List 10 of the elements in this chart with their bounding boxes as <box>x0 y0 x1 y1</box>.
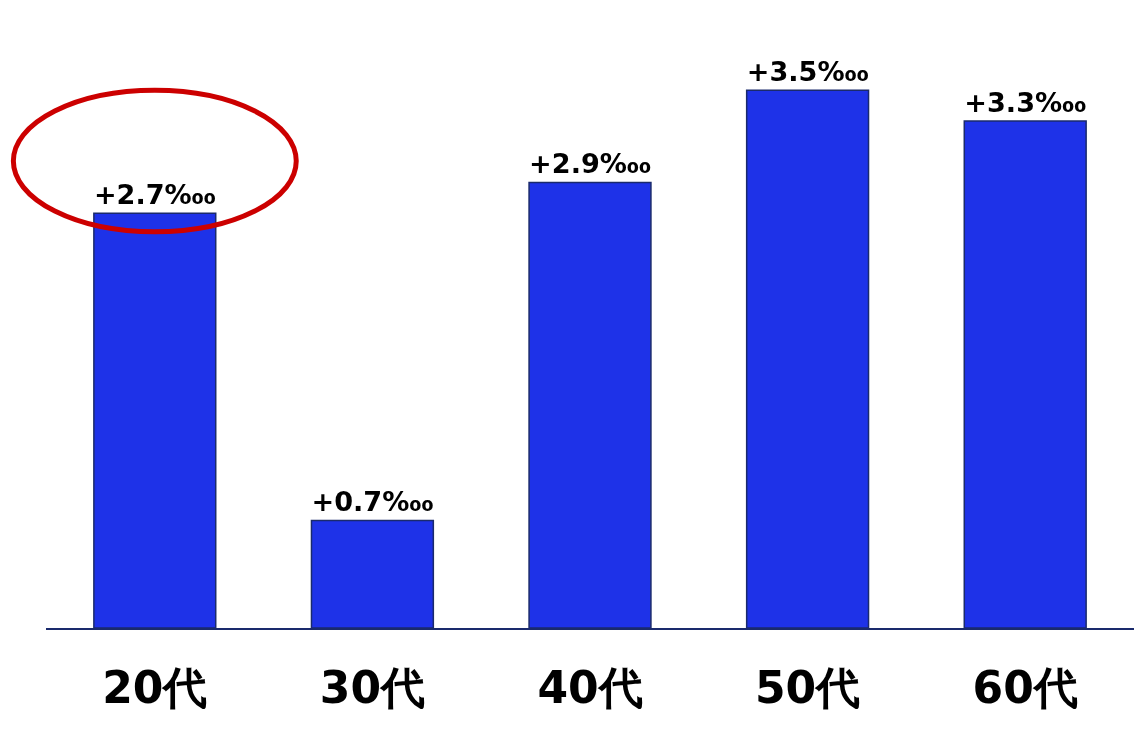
x-tick-label: 40代 <box>537 661 643 713</box>
data-label: +3.3‱ <box>964 86 1087 118</box>
data-label: +0.7‱ <box>311 486 434 518</box>
x-tick-label: 30代 <box>319 661 426 713</box>
x-tick-label: 60代 <box>972 661 1078 713</box>
x-tick-label: 20代 <box>102 661 208 713</box>
x-tick-label: 50代 <box>754 661 861 713</box>
data-label: +2.7‱ <box>93 179 216 211</box>
data-label: +2.9‱ <box>529 148 651 180</box>
data-label: +3.5‱ <box>746 56 869 88</box>
